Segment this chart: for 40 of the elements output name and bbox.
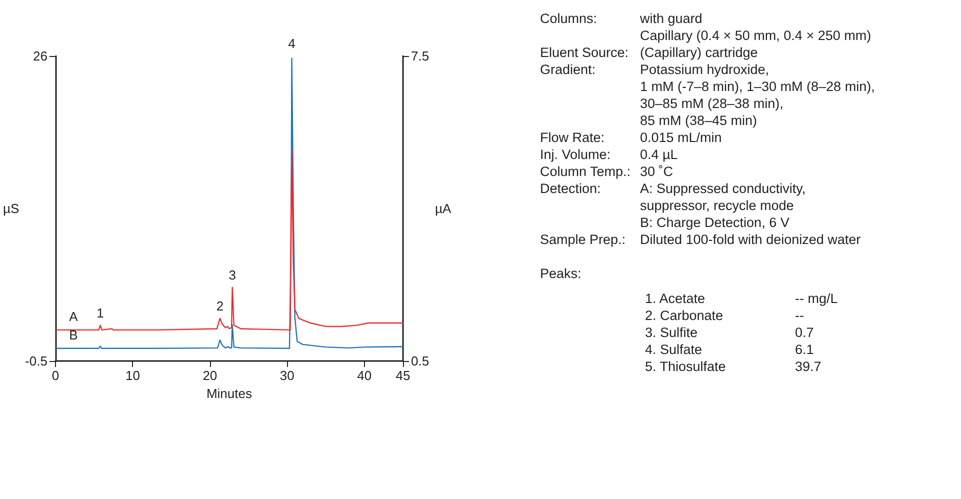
x-tick-label: 30 (280, 368, 294, 383)
text: 2. Carbonate -- (645, 308, 804, 323)
text: Inj. Volume: 0.4 µL (540, 147, 678, 162)
text: Columns: with guard (540, 11, 702, 26)
y-tick-label: -0.5 (25, 354, 48, 368)
text: 85 mM (38–45 min) (640, 112, 758, 129)
text: 4. Sulfate 6.1 (645, 342, 814, 357)
text: 5. Thiosulfate 39.7 (645, 359, 822, 374)
annotation: 3 (228, 267, 236, 282)
text: 3. Sulfite 0.7 (645, 325, 814, 340)
text: B: Charge Detection, 6 V (640, 214, 790, 231)
text: 1 mM (-7–8 min), 1–30 mM (8–28 min), (640, 78, 875, 95)
y2-tick-label: 7.5 (411, 48, 430, 64)
text: Detection: A: Suppressed conductivity, (540, 181, 806, 196)
line-series (54, 150, 404, 331)
text: Eluent Source: (Capillary) cartridge (540, 44, 758, 61)
y2-axis-title: µA (434, 201, 452, 216)
x-tick-label: 20 (202, 368, 218, 383)
annotation: 2 (216, 298, 224, 314)
x-tick-label: 45 (396, 368, 410, 383)
text: Sample Prep.: Diluted 100-fold with deionized water (540, 231, 861, 248)
text: suppressor, recycle mode (640, 197, 794, 214)
y-tick-label: 26 (32, 48, 48, 64)
x-tick-label: 0 (52, 368, 60, 383)
x-tick-label: 40 (357, 368, 372, 383)
text: 1. Acetate -- mg/L (645, 291, 838, 306)
y-axis-title: µS (2, 201, 20, 216)
annotation: 1 (96, 305, 104, 320)
series-label: A (69, 308, 78, 324)
text: 30–85 mM (28–38 min), (640, 95, 784, 112)
text: Peaks: (540, 265, 582, 282)
y2-tick-label: 0.5 (411, 354, 430, 368)
annotation: 4 (288, 36, 296, 51)
series-label: B (69, 327, 78, 342)
x-tick-label: 10 (125, 368, 140, 383)
text: Capillary (0.4 × 50 mm, 0.4 × 250 mm) (640, 27, 872, 44)
text: Column Temp.: 30 ˚C (540, 163, 674, 180)
text: Gradient: Potassium hydroxide, (540, 62, 770, 77)
text: Flow Rate: 0.015 mL/min (540, 130, 722, 145)
x-axis-title: Minutes (206, 386, 252, 401)
